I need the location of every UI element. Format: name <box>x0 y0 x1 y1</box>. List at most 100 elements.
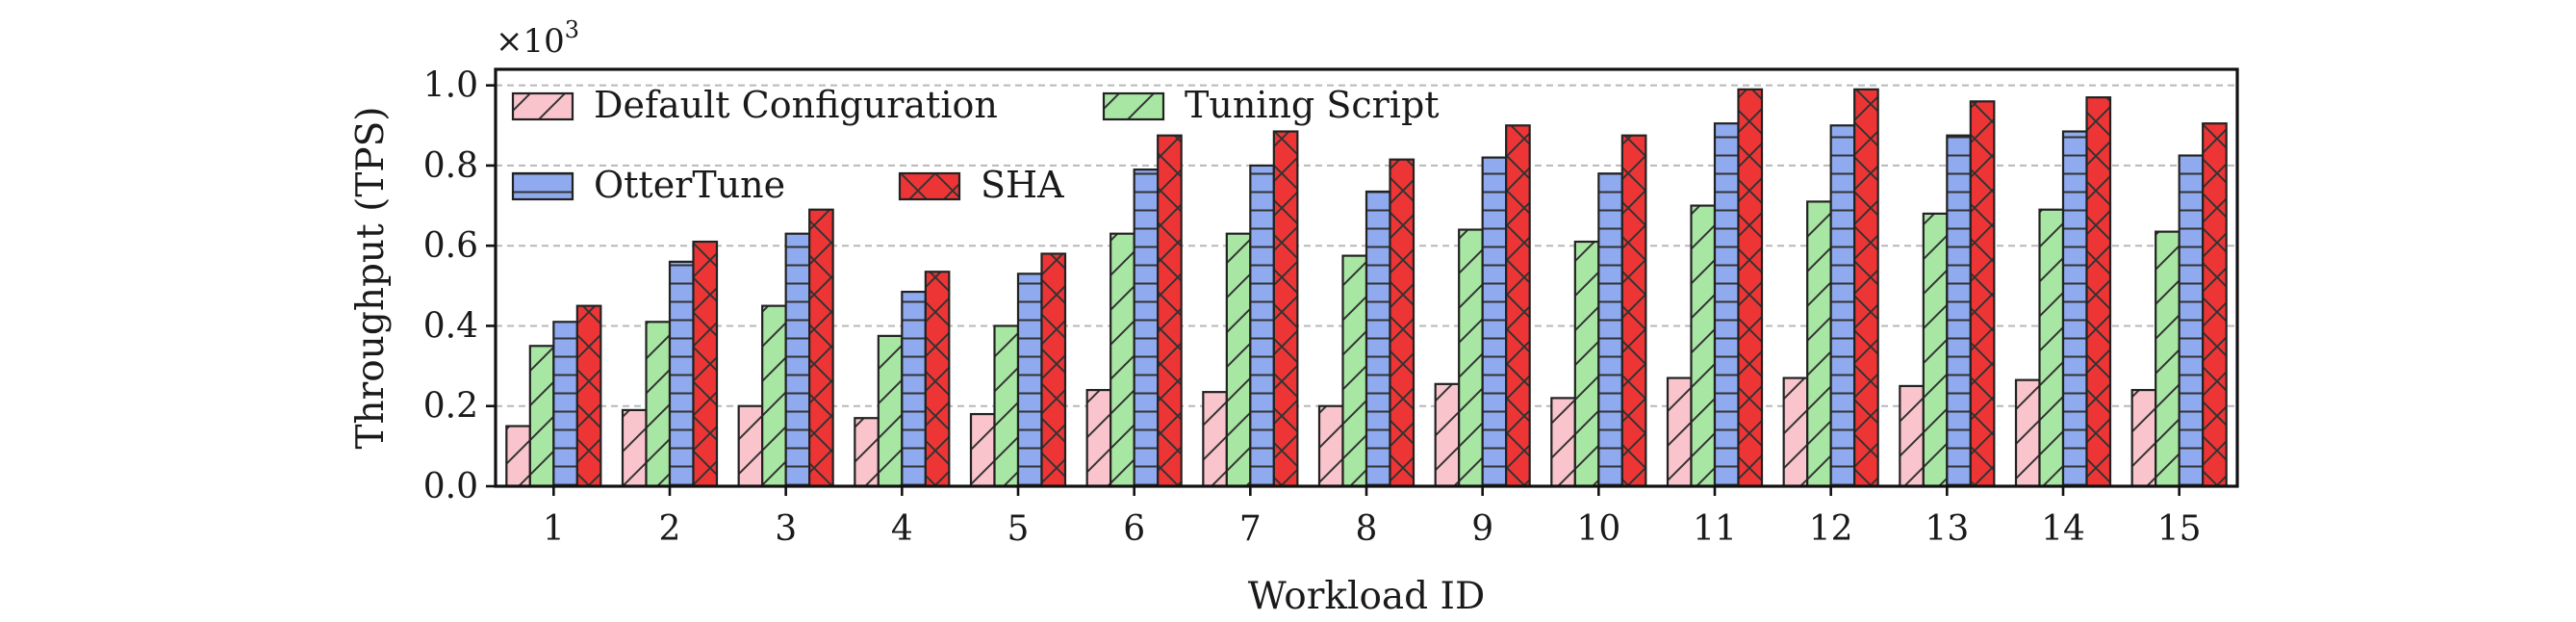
legend-label: Tuning Script <box>1185 84 1440 126</box>
bar-tuning-script <box>1573 240 1600 488</box>
bar-ottertune <box>1365 190 1391 488</box>
x-tick-label: 8 <box>1356 509 1378 549</box>
bar-ottertune <box>2061 130 2088 488</box>
legend: Default Configuration Tuning Script OtterT… <box>511 84 1440 206</box>
bar-sha <box>1853 88 1879 488</box>
bar-ottertune <box>2178 154 2205 488</box>
bar-sha <box>924 271 951 488</box>
x-tick-label: 3 <box>775 509 797 549</box>
bar-tuning-script <box>1922 212 1949 488</box>
x-tick-label: 7 <box>1239 509 1262 549</box>
bar-tuning-script <box>645 321 672 488</box>
bar-default-configuration <box>1202 391 1228 488</box>
axis-ticks: 0.00.20.40.60.81.01 2 3 4 5 6 7 8 9 10 11 12 13 14 15 <box>423 66 2202 549</box>
bar-default-configuration <box>2130 388 2157 488</box>
legend-swatch <box>1102 91 1165 121</box>
bar-default-configuration <box>1899 384 1925 488</box>
legend-label: Default Configuration <box>594 84 998 126</box>
legend-swatch <box>898 171 961 201</box>
bar-sha <box>1505 124 1531 488</box>
x-tick-label: 2 <box>659 509 681 549</box>
bar-tuning-script <box>2155 230 2181 488</box>
bar-ottertune <box>1946 134 1972 488</box>
y-axis-label: Throughput (TPS) <box>349 106 393 449</box>
legend-label: OtterTune <box>594 164 785 206</box>
bar-default-configuration <box>854 417 880 488</box>
x-tick-label: 12 <box>1809 509 1853 549</box>
bar-sha <box>2202 122 2228 488</box>
bar-tuning-script <box>528 345 555 488</box>
bar-sha <box>1040 252 1067 488</box>
bar-sha <box>1737 88 1764 488</box>
y-tick-label: 0.0 <box>423 467 478 506</box>
y-multiplier-base: ×10 <box>496 22 565 61</box>
bar-default-configuration <box>1317 404 1344 488</box>
bar-default-configuration <box>1434 382 1461 488</box>
bar-ottertune <box>1597 172 1623 488</box>
y-tick-label: 1.0 <box>423 66 478 106</box>
bar-tuning-script <box>993 324 1020 488</box>
bar-default-configuration <box>1782 376 1809 488</box>
x-tick-label: 11 <box>1693 509 1737 549</box>
bar-ottertune <box>552 321 578 488</box>
bar-default-configuration <box>2014 378 2041 488</box>
bar-tuning-script <box>1109 232 1135 488</box>
x-tick-label: 14 <box>2041 509 2085 549</box>
bar-sha <box>1272 130 1299 488</box>
bar-sha <box>1157 134 1183 488</box>
legend-item: Tuning Script <box>1102 84 1440 126</box>
bar-ottertune <box>901 290 927 488</box>
x-tick-label: 4 <box>891 509 913 549</box>
bar-ottertune <box>1829 124 1856 488</box>
bar-default-configuration <box>621 408 648 488</box>
x-tick-label: 10 <box>1576 509 1620 549</box>
x-tick-label: 15 <box>2157 509 2202 549</box>
y-tick-label: 0.8 <box>423 146 478 186</box>
legend-item: Default Configuration <box>511 84 998 126</box>
bars <box>505 88 2228 488</box>
bar-default-configuration <box>505 425 531 488</box>
bar-ottertune <box>1481 156 1508 488</box>
bar-sha <box>808 208 834 488</box>
bar-tuning-script <box>1225 232 1252 488</box>
legend-swatch <box>511 171 574 201</box>
x-tick-label: 13 <box>1925 509 1969 549</box>
y-axis-multiplier: ×103 <box>496 16 579 61</box>
bar-sha <box>1969 100 1996 488</box>
y-multiplier-exponent: 3 <box>565 16 579 43</box>
bar-ottertune <box>1133 168 1160 488</box>
bar-ottertune <box>668 260 695 488</box>
bar-sha <box>2085 96 2112 488</box>
bar-default-configuration <box>1085 388 1112 488</box>
legend-item: OtterTune <box>511 164 785 206</box>
bar-sha <box>575 304 602 488</box>
x-tick-label: 1 <box>543 509 565 549</box>
bar-sha <box>1620 134 1647 488</box>
legend-label: SHA <box>981 164 1064 206</box>
legend-item: SHA <box>898 164 1064 206</box>
bar-sha <box>1389 158 1416 488</box>
bar-ottertune <box>784 232 811 488</box>
bar-sha <box>692 240 719 488</box>
x-tick-label: 9 <box>1471 509 1493 549</box>
bar-tuning-script <box>2038 208 2065 488</box>
bar-tuning-script <box>761 304 787 488</box>
bar-tuning-script <box>1458 228 1484 488</box>
bar-ottertune <box>1249 164 1275 488</box>
bar-tuning-script <box>1806 200 1832 488</box>
bar-default-configuration <box>737 404 764 488</box>
y-tick-label: 0.2 <box>423 387 478 427</box>
x-tick-label: 5 <box>1007 509 1030 549</box>
x-axis-label: Workload ID <box>1248 575 1485 618</box>
bar-tuning-script <box>1690 204 1717 488</box>
y-tick-label: 0.4 <box>423 306 478 346</box>
bar-default-configuration <box>1550 397 1576 488</box>
bar-default-configuration <box>1666 376 1693 488</box>
legend-swatch <box>511 91 574 121</box>
bar-ottertune <box>1016 272 1043 488</box>
x-tick-label: 6 <box>1123 509 1145 549</box>
y-tick-label: 0.6 <box>423 226 478 266</box>
bar-default-configuration <box>969 412 996 488</box>
bar-tuning-script <box>1341 254 1368 488</box>
